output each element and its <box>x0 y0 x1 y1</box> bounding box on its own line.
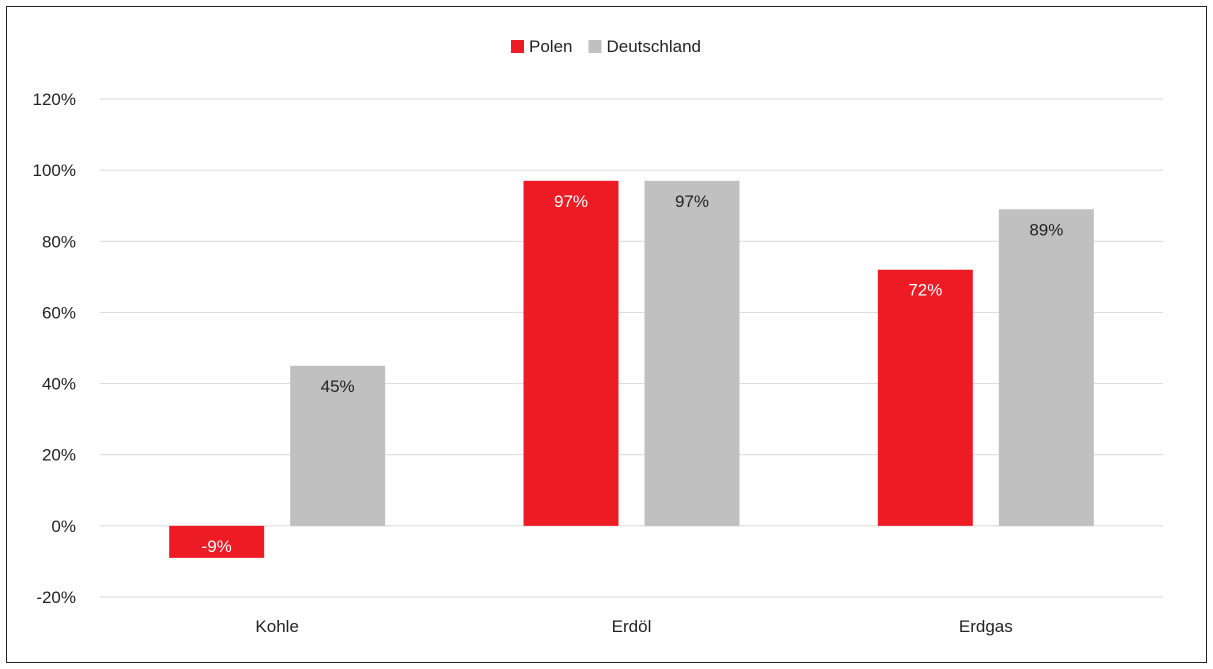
legend-swatch <box>511 40 524 53</box>
x-tick-label: Kohle <box>255 617 298 636</box>
data-label: 89% <box>1029 220 1063 239</box>
y-tick-label: 60% <box>42 303 76 322</box>
x-tick-label: Erdöl <box>612 617 652 636</box>
y-tick-label: 120% <box>33 90 76 109</box>
bar-deutschland-erdgas <box>999 209 1094 526</box>
bars <box>169 181 1094 558</box>
data-label: 97% <box>554 192 588 211</box>
legend-swatch <box>588 40 601 53</box>
legend-item-deutschland: Deutschland <box>588 37 701 56</box>
legend: Polen Deutschland <box>511 37 701 56</box>
data-label: 45% <box>321 377 355 396</box>
bar-polen-erdgas <box>878 270 973 526</box>
bar-deutschland-erdöl <box>645 181 740 526</box>
data-label: 72% <box>908 281 942 300</box>
x-tick-label: Erdgas <box>959 617 1013 636</box>
y-tick-label: 40% <box>42 375 76 394</box>
legend-item-polen: Polen <box>511 37 572 56</box>
legend-label: Polen <box>529 37 572 56</box>
y-tick-label: 20% <box>42 446 76 465</box>
y-tick-label: 0% <box>51 517 76 536</box>
y-axis-ticks: -20% 0% 20% 40% 60% 80% 100% 120% <box>33 90 76 607</box>
y-tick-label: 100% <box>33 161 76 180</box>
y-tick-label: -20% <box>36 588 76 607</box>
data-label: 97% <box>675 192 709 211</box>
legend-label: Deutschland <box>606 37 701 56</box>
x-axis-ticks: Kohle Erdöl Erdgas <box>255 617 1012 636</box>
data-label: -9% <box>202 537 232 556</box>
bar-polen-erdöl <box>524 181 619 526</box>
y-tick-label: 80% <box>42 232 76 251</box>
